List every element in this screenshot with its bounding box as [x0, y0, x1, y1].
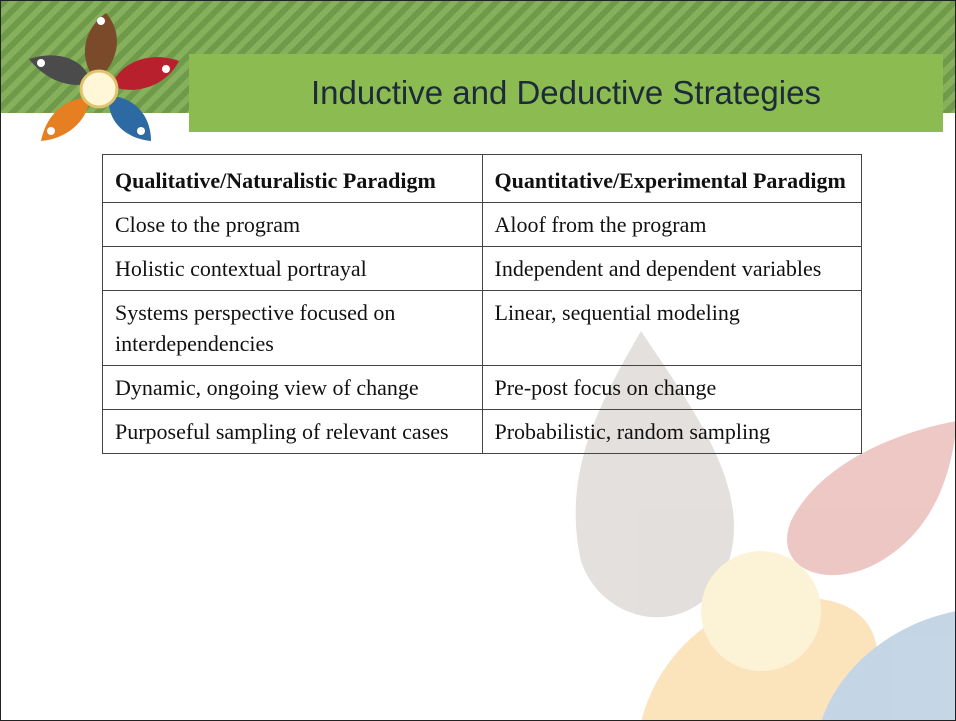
table-cell: Systems perspective focused on interdepe…: [102, 290, 483, 366]
table-row: Systems perspective focused on interdepe…: [102, 290, 862, 366]
logo: [29, 13, 179, 141]
table-cell: Dynamic, ongoing view of change: [102, 365, 483, 410]
table-cell: Independent and dependent variables: [481, 246, 862, 291]
table-row: Close to the program Aloof from the progr…: [102, 202, 862, 247]
table-cell: Holistic contextual portrayal: [102, 246, 483, 291]
slide-title: Inductive and Deductive Strategies: [311, 74, 821, 111]
table-row: Holistic contextual portrayal Independent…: [102, 246, 862, 291]
table-cell: Pre-post focus on change: [481, 365, 862, 410]
title-box: Inductive and Deductive Strategies: [189, 54, 943, 132]
header-cell: Qualitative/Naturalistic Paradigm: [102, 154, 483, 203]
table-cell: Aloof from the program: [481, 202, 862, 247]
table-row: Purposeful sampling of relevant cases Pro…: [102, 409, 862, 454]
table-cell: Linear, sequential modeling: [481, 290, 862, 366]
header-row: Qualitative/Naturalistic Paradigm Quanti…: [102, 154, 862, 203]
table-cell: Probabilistic, random sampling: [481, 409, 862, 454]
table-body: Close to the program Aloof from the progr…: [102, 202, 862, 454]
table-row: Dynamic, ongoing view of change Pre-post …: [102, 365, 862, 410]
comparison-table: Qualitative/Naturalistic Paradigm Quanti…: [102, 154, 862, 454]
header-cell: Quantitative/Experimental Paradigm: [481, 154, 862, 203]
table-cell: Close to the program: [102, 202, 483, 247]
table-cell: Purposeful sampling of relevant cases: [102, 409, 483, 454]
